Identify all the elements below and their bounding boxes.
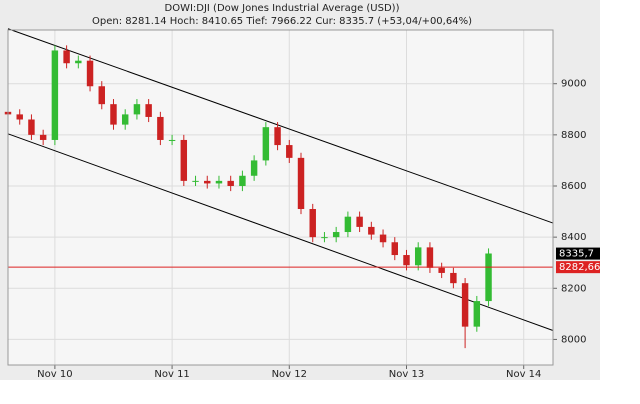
candle-body <box>332 232 340 238</box>
x-tick-label: Nov 14 <box>506 369 541 380</box>
candle-body <box>157 116 164 140</box>
price-label-box <box>556 261 600 274</box>
candle-body <box>286 145 293 158</box>
candle-body <box>356 216 363 227</box>
candle-body <box>75 60 82 64</box>
chart-title: DOWI:DJI (Dow Jones Industrial Average (… <box>165 3 400 14</box>
price-label: 8282,66 <box>559 262 600 273</box>
candle-body <box>450 272 457 284</box>
candle-body <box>121 114 129 125</box>
y-tick-label: 8200 <box>561 283 586 294</box>
candle-body <box>438 267 445 273</box>
candle-body <box>28 119 35 135</box>
price-label: 8335,7 <box>559 249 594 260</box>
candle-body <box>145 104 152 117</box>
candle-body <box>98 86 105 105</box>
candle-body <box>461 283 469 327</box>
y-tick-label: 9000 <box>561 79 586 90</box>
candle-body <box>215 180 223 184</box>
candle-body <box>414 247 422 266</box>
y-tick-label: 8000 <box>561 334 586 345</box>
candle-body <box>168 139 176 141</box>
y-tick-label: 8800 <box>561 130 586 141</box>
candle-body <box>368 226 375 235</box>
candle-body <box>250 160 258 176</box>
candle-body <box>39 134 47 140</box>
x-tick-label: Nov 12 <box>272 369 307 380</box>
candle-body <box>180 139 188 181</box>
candle-body <box>204 180 211 184</box>
candle-body <box>309 209 316 238</box>
y-tick-label: 8600 <box>561 181 586 192</box>
candle-body <box>391 242 398 256</box>
candle-body <box>297 157 305 210</box>
candle-body <box>227 180 234 186</box>
candle-body <box>51 50 59 140</box>
y-tick-label: 8400 <box>561 232 586 243</box>
x-tick-label: Nov 10 <box>37 369 72 380</box>
candle-body <box>63 50 70 64</box>
candle-body <box>86 60 94 87</box>
candle-body <box>110 104 117 125</box>
candle-body <box>473 301 481 327</box>
candle-body <box>485 253 492 302</box>
candle-body <box>239 175 246 186</box>
candle-body <box>274 127 281 146</box>
candle-body <box>192 180 199 182</box>
candle-body <box>403 255 410 266</box>
x-tick-label: Nov 13 <box>389 369 424 380</box>
candle-body <box>321 237 328 239</box>
trend-line <box>7 28 554 224</box>
candle-body <box>262 127 270 161</box>
x-tick-label: Nov 11 <box>154 369 189 380</box>
candle-body <box>426 247 434 268</box>
plot-area <box>7 29 554 366</box>
candle-body <box>379 234 387 243</box>
candle-body <box>344 216 352 233</box>
price-label-box <box>556 247 600 260</box>
candle-body <box>16 114 23 120</box>
chart-subtitle: Open: 8281.14 Hoch: 8410.65 Tief: 7966.2… <box>92 16 472 27</box>
candle-body <box>133 104 141 115</box>
